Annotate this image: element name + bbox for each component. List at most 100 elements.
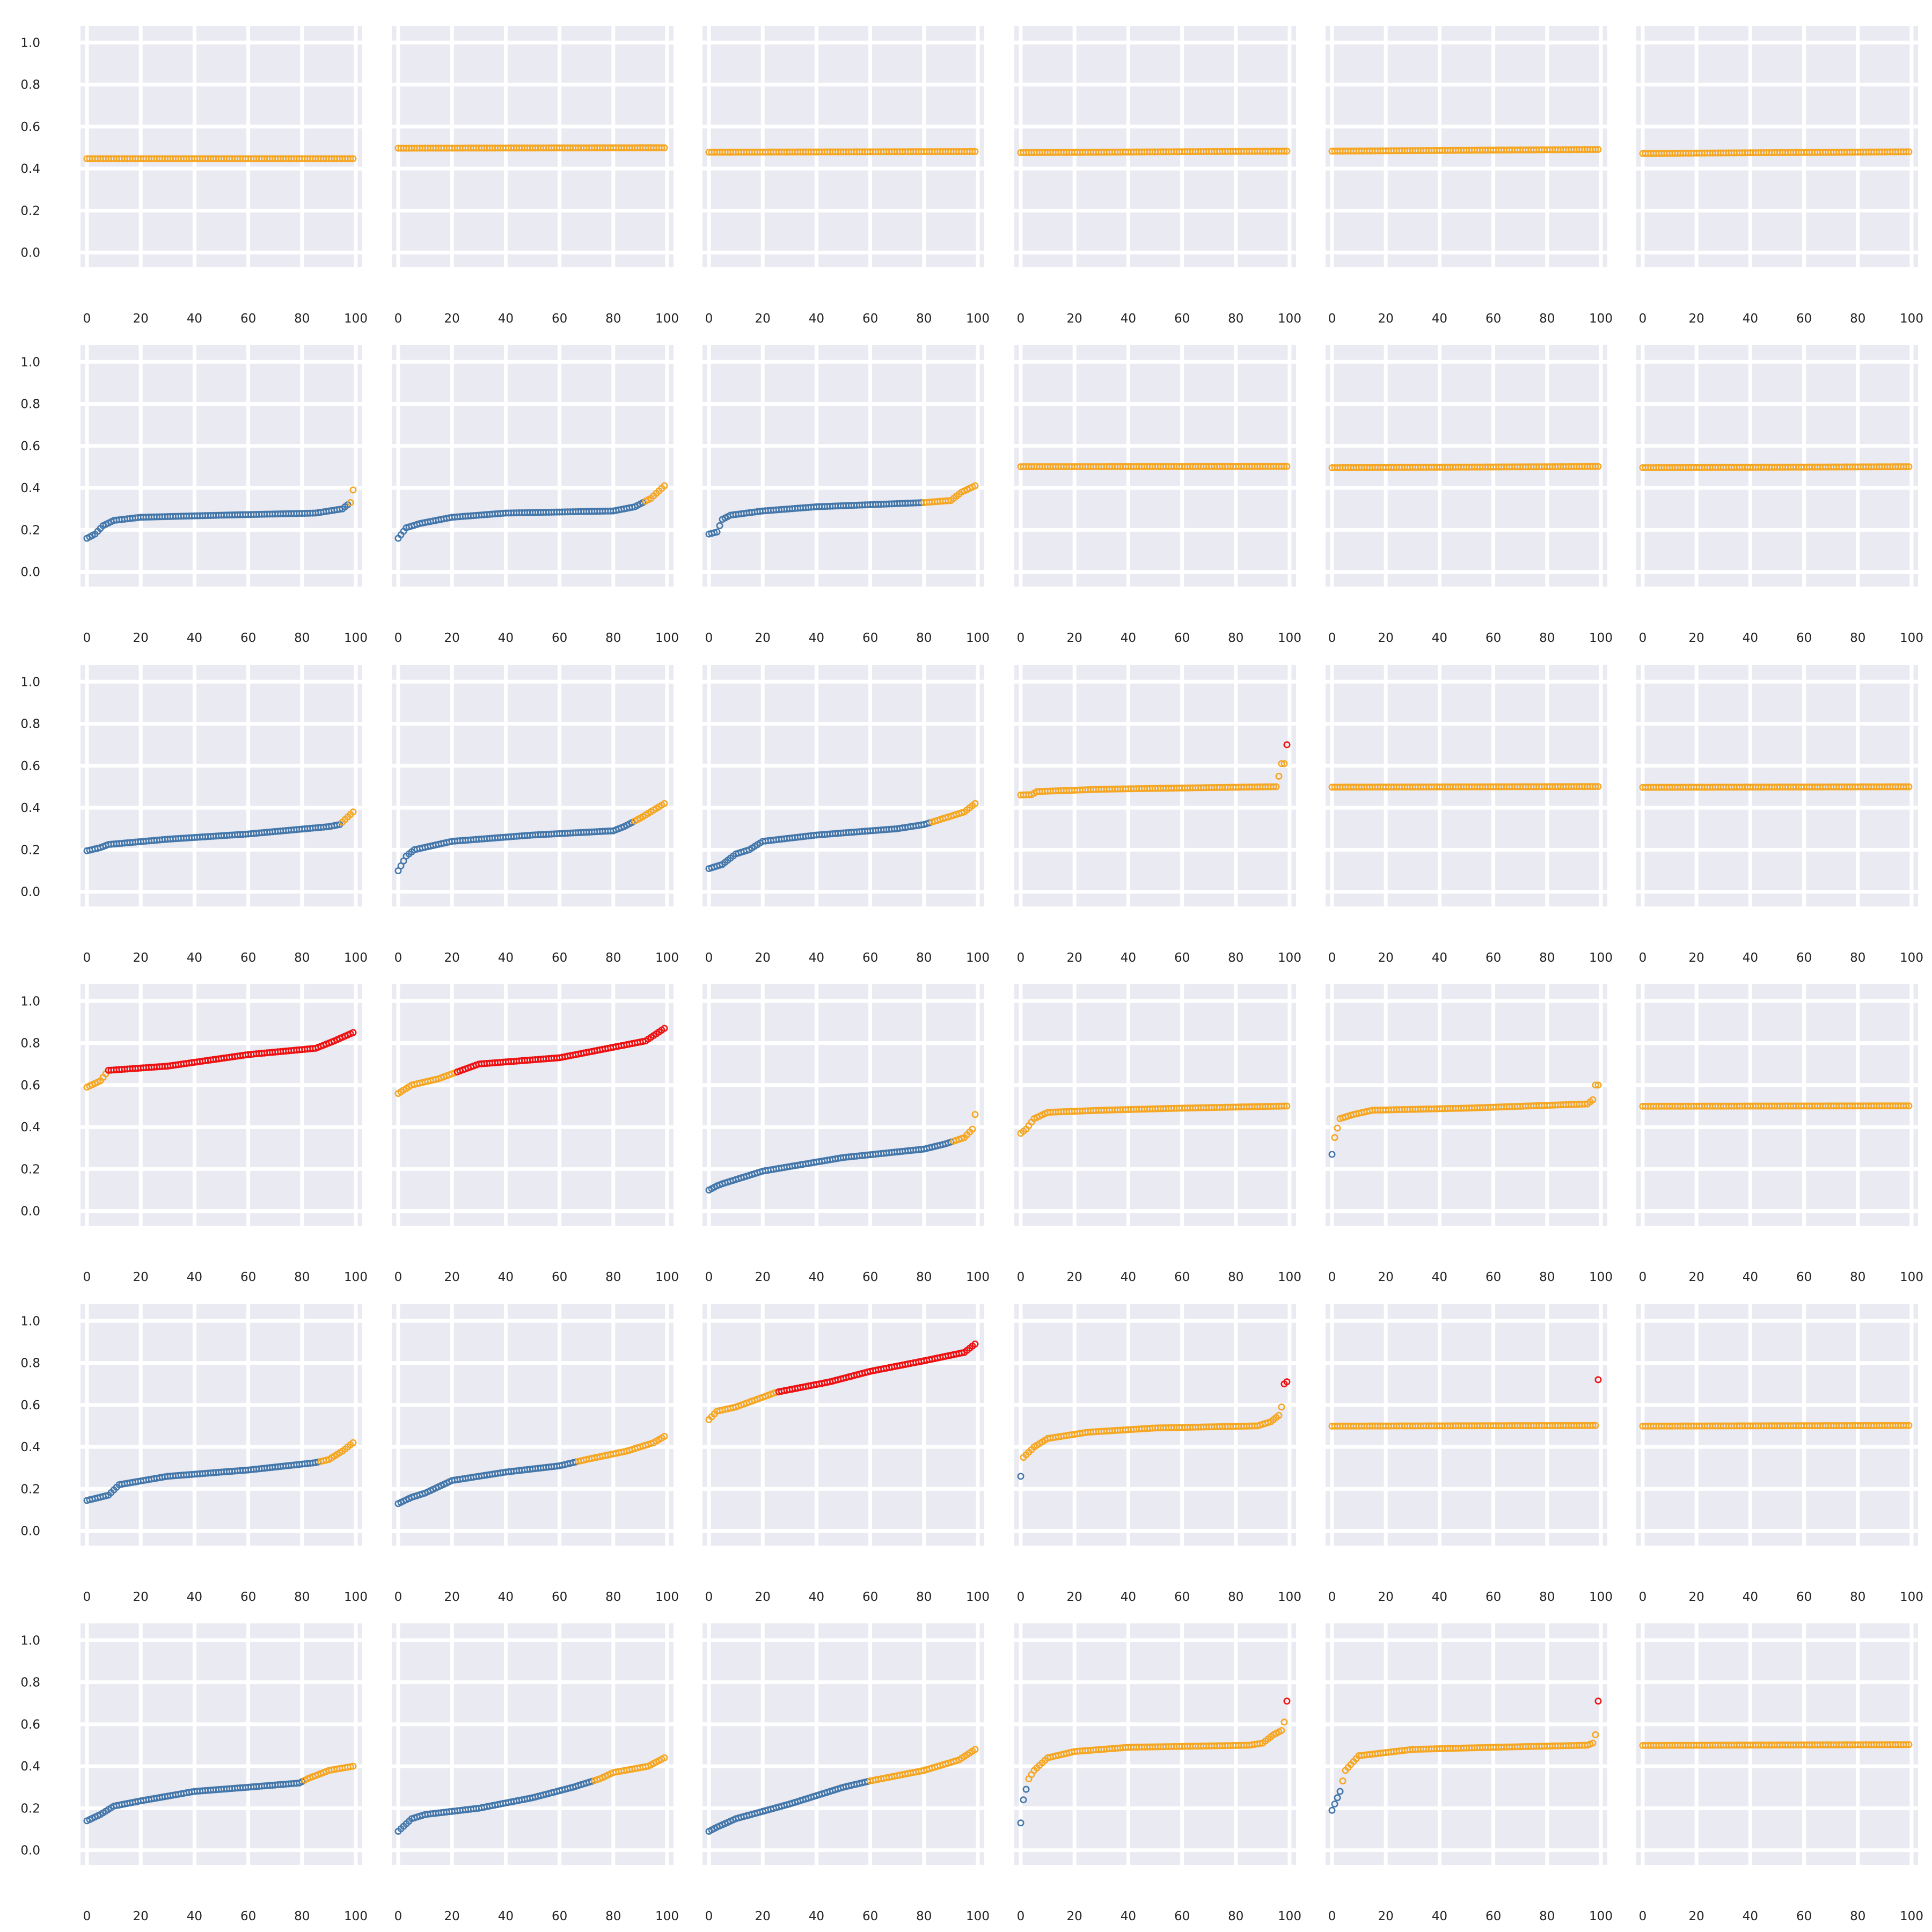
data-point <box>1270 783 1277 791</box>
y-tick-label: 0.8 <box>20 398 40 412</box>
x-tick-label: 0 <box>394 1909 402 1923</box>
x-tick-label: 80 <box>916 1270 932 1284</box>
x-tick-label: 80 <box>294 1270 310 1284</box>
data-point <box>661 800 668 807</box>
x-tick-label: 40 <box>1121 312 1136 326</box>
x-tick-label: 80 <box>1228 1909 1243 1923</box>
panel-r4-c1: 0 20 40 60 80 100 <box>392 1304 679 1604</box>
x-tick-label: 60 <box>1174 951 1190 965</box>
data-point <box>1592 783 1599 791</box>
y-tick-label: 0.8 <box>20 1357 40 1371</box>
x-tick-label: 20 <box>133 631 149 645</box>
x-tick-label: 60 <box>240 1909 256 1923</box>
x-tick-label: 0 <box>1017 1909 1025 1923</box>
x-tick-label: 40 <box>1432 631 1447 645</box>
panel-background <box>80 665 362 906</box>
x-tick-label: 20 <box>133 1909 149 1923</box>
data-point <box>661 144 668 151</box>
x-tick-label: 0 <box>1639 312 1647 326</box>
x-tick-label: 100 <box>1589 312 1613 326</box>
x-tick-label: 20 <box>755 312 771 326</box>
x-tick-label: 100 <box>344 312 368 326</box>
panel-background <box>392 1304 674 1546</box>
x-tick-label: 40 <box>187 951 202 965</box>
data-point <box>1594 463 1602 470</box>
x-tick-label: 80 <box>1539 1590 1555 1604</box>
data-point <box>661 1754 668 1761</box>
x-tick-label: 80 <box>1228 1590 1243 1604</box>
panel-r2-c2: 0 20 40 60 80 100 <box>702 665 990 965</box>
panel-r0-c5: 0 20 40 60 80 100 <box>1636 26 1923 326</box>
y-tick-label: 0.0 <box>20 246 40 260</box>
data-point <box>1280 760 1288 767</box>
x-tick-label: 100 <box>966 312 990 326</box>
data-point <box>1902 1741 1910 1748</box>
data-point <box>1902 148 1910 156</box>
x-tick-label: 60 <box>552 1590 567 1604</box>
x-tick-label: 80 <box>1228 312 1243 326</box>
x-tick-label: 40 <box>498 1270 514 1284</box>
x-tick-label: 100 <box>1900 1270 1923 1284</box>
x-tick-label: 40 <box>187 1590 202 1604</box>
x-tick-label: 0 <box>1328 1270 1336 1284</box>
y-tick-label: 0.2 <box>20 1802 40 1816</box>
panel-r5-c3: 0 20 40 60 80 100 <box>1014 1623 1301 1923</box>
x-tick-label: 80 <box>1850 1590 1865 1604</box>
x-tick-label: 80 <box>916 1909 932 1923</box>
data-point <box>349 155 357 163</box>
data-point <box>1020 1796 1027 1804</box>
y-tick-label: 0.6 <box>20 1718 40 1732</box>
x-tick-label: 80 <box>1850 1270 1865 1284</box>
x-tick-label: 40 <box>498 312 514 326</box>
x-tick-label: 100 <box>1589 1270 1613 1284</box>
data-point <box>1280 463 1288 470</box>
x-tick-label: 0 <box>83 1909 91 1923</box>
data-point <box>349 1029 357 1036</box>
x-tick-label: 60 <box>240 951 256 965</box>
x-tick-label: 60 <box>1174 1270 1190 1284</box>
x-tick-label: 100 <box>1900 1590 1923 1604</box>
x-tick-label: 0 <box>1639 1270 1647 1284</box>
x-tick-label: 100 <box>1278 1909 1301 1923</box>
data-point <box>1283 1102 1291 1110</box>
data-point <box>1022 1785 1030 1793</box>
x-tick-label: 20 <box>444 1270 460 1284</box>
y-tick-label: 0.4 <box>20 801 40 815</box>
data-point <box>1331 1134 1338 1141</box>
x-tick-label: 20 <box>755 951 771 965</box>
x-tick-label: 100 <box>344 1909 368 1923</box>
x-tick-label: 100 <box>655 951 679 965</box>
x-tick-label: 60 <box>862 1909 878 1923</box>
data-point <box>1589 1096 1597 1103</box>
x-tick-label: 80 <box>1539 1909 1555 1923</box>
panel-r4-c5: 0 20 40 60 80 100 <box>1636 1304 1923 1604</box>
data-point <box>1339 1777 1346 1784</box>
x-tick-label: 40 <box>1121 1909 1136 1923</box>
x-tick-label: 0 <box>1639 1909 1647 1923</box>
x-tick-label: 20 <box>1689 312 1704 326</box>
x-tick-label: 20 <box>133 1270 149 1284</box>
data-point <box>1592 1731 1599 1738</box>
panel-r1-c0: 0 20 40 60 80 100 0.0 0.2 0.4 0.6 0.8 1.0 <box>20 345 368 645</box>
panel-r3-c0: 0 20 40 60 80 100 0.0 0.2 0.4 0.6 0.8 1.0 <box>20 984 368 1284</box>
data-point <box>1280 148 1288 155</box>
x-tick-label: 60 <box>1485 1590 1501 1604</box>
x-tick-label: 20 <box>1067 951 1082 965</box>
x-tick-label: 0 <box>83 631 91 645</box>
x-tick-label: 20 <box>133 312 149 326</box>
panel-r3-c5: 0 20 40 60 80 100 <box>1636 984 1923 1284</box>
y-tick-label: 0.4 <box>20 1121 40 1135</box>
x-tick-label: 20 <box>1689 1270 1704 1284</box>
x-tick-label: 40 <box>809 312 824 326</box>
panel-background <box>392 984 674 1226</box>
x-tick-label: 60 <box>552 951 567 965</box>
x-tick-label: 40 <box>1432 951 1447 965</box>
y-tick-label: 0.0 <box>20 1844 40 1858</box>
data-point <box>971 1111 979 1118</box>
y-tick-label: 1.0 <box>20 1634 40 1648</box>
data-point <box>713 528 721 536</box>
x-tick-label: 40 <box>498 1909 514 1923</box>
x-tick-label: 0 <box>83 951 91 965</box>
data-point <box>1283 1378 1291 1386</box>
